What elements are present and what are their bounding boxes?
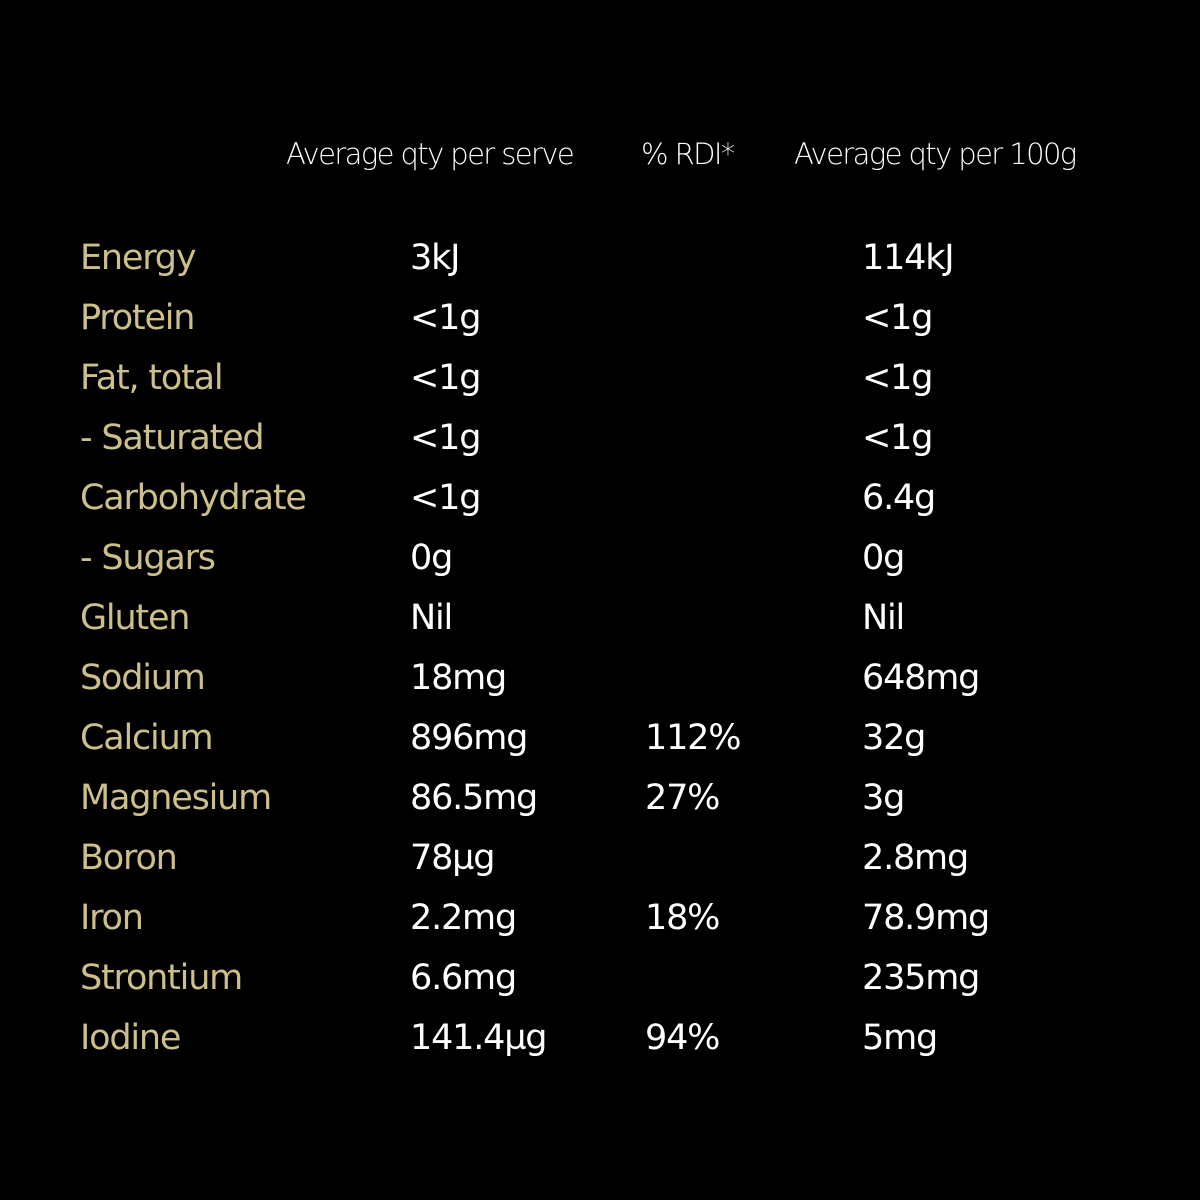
table-row: Iron 2.2mg 18% 78.9mg — [0, 890, 1200, 950]
table-row: Energy 3kJ 114kJ — [0, 230, 1200, 290]
nutrition-table: Energy 3kJ 114kJ Protein <1g <1g Fat, to… — [0, 230, 1200, 1070]
value-per-serve: 141.4µg — [410, 1018, 547, 1058]
value-rdi: 27% — [645, 778, 720, 818]
value-per-serve: <1g — [410, 358, 481, 398]
table-row: Magnesium 86.5mg 27% 3g — [0, 770, 1200, 830]
value-per-100g: <1g — [862, 358, 933, 398]
value-per-100g: Nil — [862, 598, 905, 638]
nutrient-name: Calcium — [80, 718, 214, 758]
table-row: Boron 78µg 2.8mg — [0, 830, 1200, 890]
table-row: - Sugars 0g 0g — [0, 530, 1200, 590]
header-rdi: % RDI* — [641, 137, 735, 171]
value-per-100g: 32g — [862, 718, 926, 758]
value-per-100g: 6.4g — [862, 478, 936, 518]
nutrient-name: Strontium — [80, 958, 243, 998]
value-per-serve: <1g — [410, 298, 481, 338]
value-per-serve: 2.2mg — [410, 898, 517, 938]
nutrient-name: Energy — [80, 238, 197, 278]
table-header: Average qty per serve % RDI* Average qty… — [0, 134, 1200, 178]
nutrient-name: Protein — [80, 298, 196, 338]
value-per-serve: <1g — [410, 478, 481, 518]
table-row: Protein <1g <1g — [0, 290, 1200, 350]
value-per-serve: 3kJ — [410, 238, 460, 278]
value-per-100g: 2.8mg — [862, 838, 969, 878]
value-per-100g: 78.9mg — [862, 898, 990, 938]
value-per-100g: 5mg — [862, 1018, 938, 1058]
table-row: - Saturated <1g <1g — [0, 410, 1200, 470]
nutrient-name: Gluten — [80, 598, 190, 638]
table-row: Fat, total <1g <1g — [0, 350, 1200, 410]
value-rdi: 94% — [645, 1018, 720, 1058]
value-per-serve: 78µg — [410, 838, 495, 878]
value-per-100g: 235mg — [862, 958, 980, 998]
value-per-100g: <1g — [862, 418, 933, 458]
nutrient-name: Iodine — [80, 1018, 181, 1058]
header-per-100g: Average qty per 100g — [794, 137, 1077, 171]
value-per-100g: 0g — [862, 538, 905, 578]
table-row: Gluten Nil Nil — [0, 590, 1200, 650]
value-per-100g: <1g — [862, 298, 933, 338]
nutrient-name: Iron — [80, 898, 144, 938]
table-row: Carbohydrate <1g 6.4g — [0, 470, 1200, 530]
value-per-100g: 114kJ — [862, 238, 955, 278]
table-row: Strontium 6.6mg 235mg — [0, 950, 1200, 1010]
value-per-serve: 86.5mg — [410, 778, 538, 818]
nutrient-name: - Saturated — [80, 418, 265, 458]
header-per-serve: Average qty per serve — [286, 137, 575, 171]
nutrient-name: Sodium — [80, 658, 206, 698]
value-per-100g: 648mg — [862, 658, 980, 698]
value-per-100g: 3g — [862, 778, 905, 818]
value-per-serve: 6.6mg — [410, 958, 517, 998]
nutrient-name: Fat, total — [80, 358, 224, 398]
value-per-serve: <1g — [410, 418, 481, 458]
nutrient-name: Carbohydrate — [80, 478, 307, 518]
value-per-serve: 18mg — [410, 658, 507, 698]
table-row: Sodium 18mg 648mg — [0, 650, 1200, 710]
table-row: Iodine 141.4µg 94% 5mg — [0, 1010, 1200, 1070]
nutrient-name: Boron — [80, 838, 178, 878]
nutrient-name: Magnesium — [80, 778, 272, 818]
value-rdi: 112% — [645, 718, 741, 758]
value-per-serve: 0g — [410, 538, 453, 578]
value-per-serve: 896mg — [410, 718, 528, 758]
nutrient-name: - Sugars — [80, 538, 216, 578]
table-row: Calcium 896mg 112% 32g — [0, 710, 1200, 770]
value-rdi: 18% — [645, 898, 720, 938]
value-per-serve: Nil — [410, 598, 453, 638]
